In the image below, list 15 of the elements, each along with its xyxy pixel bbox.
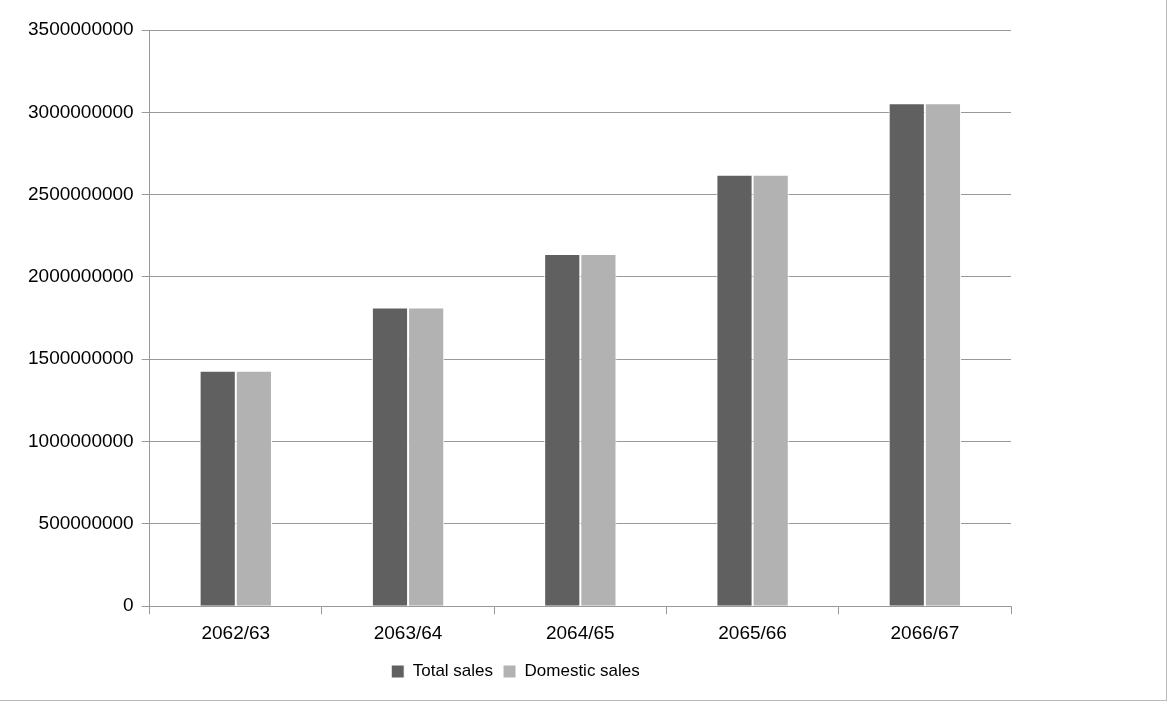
y-tick-label: 3500000000 [28, 18, 134, 40]
x-tick-label: 2062/63 [201, 621, 271, 643]
y-tick-label: 500000000 [38, 512, 134, 534]
y-tick-label: 2000000000 [28, 265, 134, 287]
y-tick-label: 1500000000 [28, 347, 134, 369]
x-tick-label: 2064/65 [545, 621, 615, 643]
legend-label: Domestic sales [524, 661, 640, 681]
x-tick-label: 2063/64 [373, 621, 443, 643]
y-tick-label: 0 [123, 594, 134, 616]
legend-label: Total sales [412, 661, 494, 681]
y-tick-label: 1000000000 [28, 429, 134, 451]
y-tick-label: 2500000000 [28, 182, 134, 204]
x-tick-label: 2066/67 [890, 621, 960, 643]
x-tick-label: 2065/66 [718, 621, 787, 643]
y-tick-label: 3000000000 [28, 100, 134, 122]
